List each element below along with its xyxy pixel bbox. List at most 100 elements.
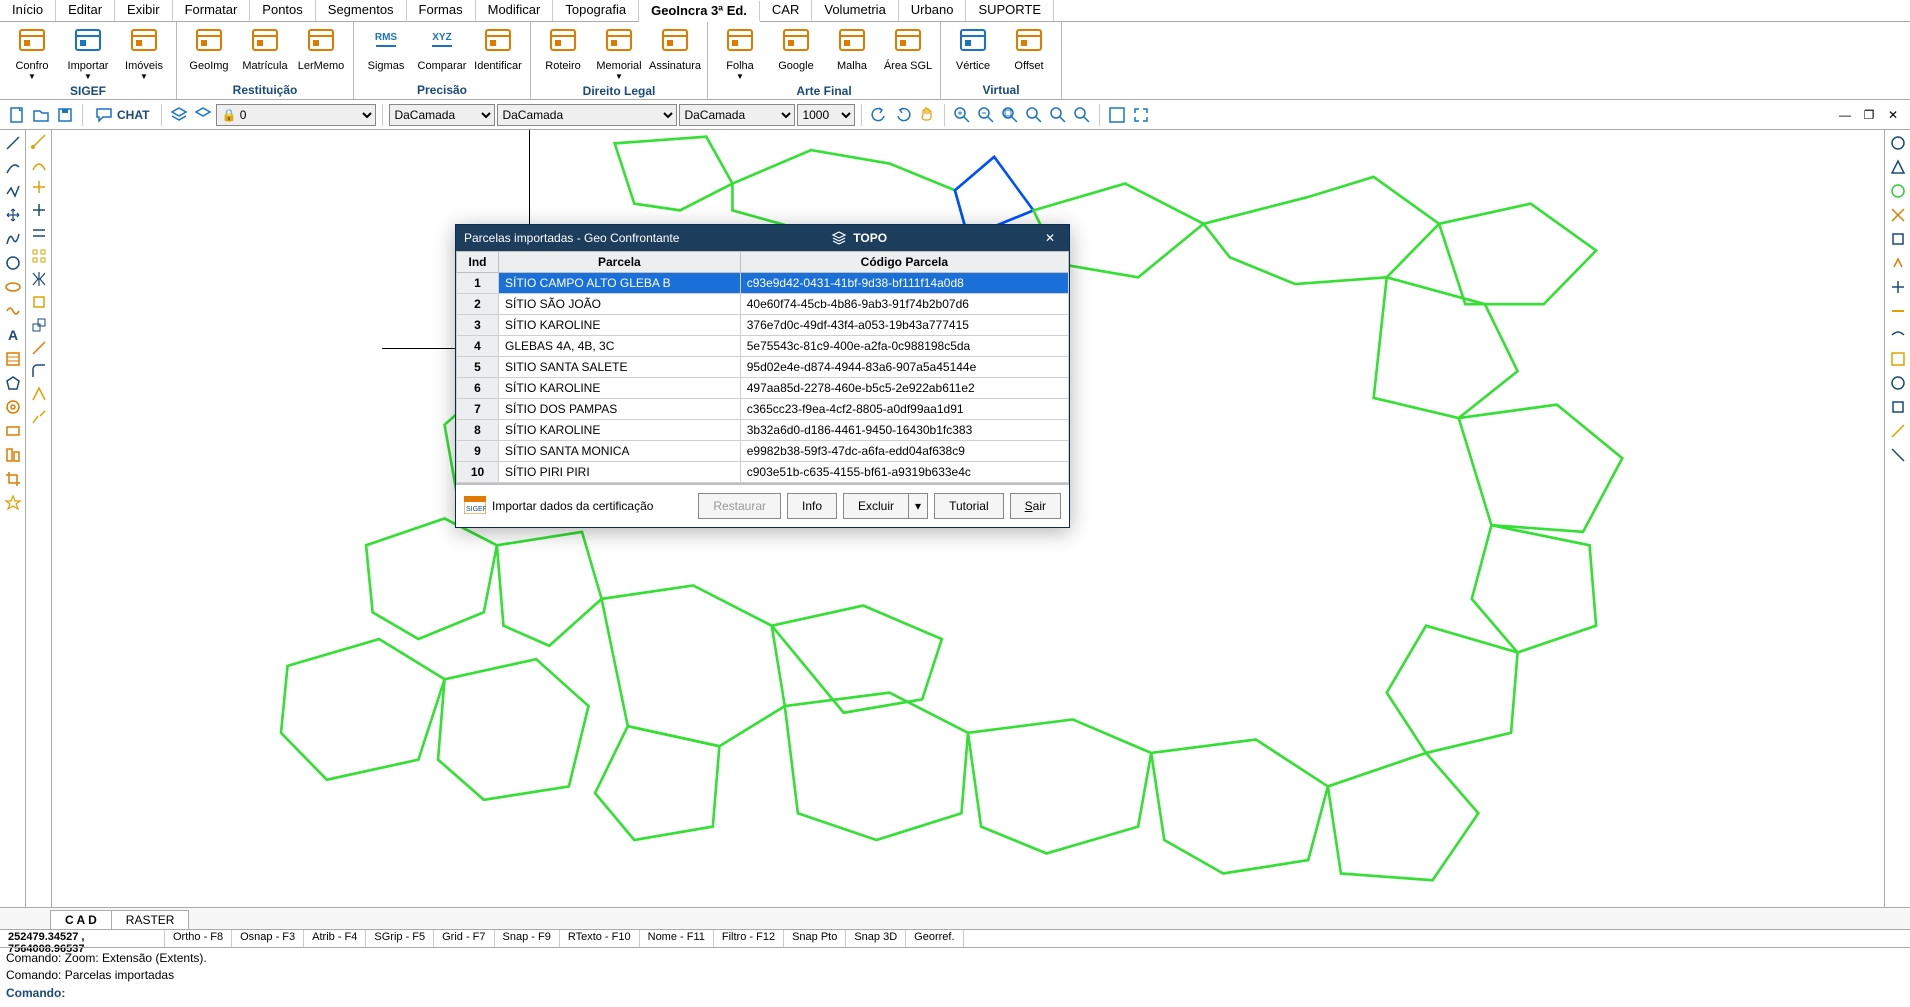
tool-r14-icon[interactable] — [1887, 444, 1909, 466]
dialog-titlebar[interactable]: Parcelas importadas - Geo Confrontante T… — [456, 225, 1069, 251]
new-icon[interactable] — [6, 104, 28, 126]
view-tab-cad[interactable]: C A D — [50, 910, 112, 929]
ribbon-im-veis-button[interactable]: Imóveis▼ — [116, 24, 172, 81]
menu-tab-suporte[interactable]: SUPORTE — [966, 0, 1054, 21]
menu-tab-segmentos[interactable]: Segmentos — [316, 0, 407, 21]
info-button[interactable]: Info — [787, 493, 837, 519]
tool-r1-icon[interactable] — [1887, 132, 1909, 154]
layer-select[interactable]: 🔒 0 — [216, 104, 376, 126]
tutorial-button[interactable]: Tutorial — [934, 493, 1004, 519]
ribbon-identificar-button[interactable]: Identificar — [470, 24, 526, 80]
zoom-out-icon[interactable] — [975, 104, 997, 126]
tool-r11-icon[interactable] — [1887, 372, 1909, 394]
table-row[interactable]: 3SÍTIO KAROLINE376e7d0c-49df-43f4-a053-1… — [457, 315, 1069, 336]
table-row[interactable]: 9SÍTIO SANTA MONICAe9982b38-59f3-47dc-a6… — [457, 441, 1069, 462]
fillet-icon[interactable] — [30, 362, 48, 383]
menu-tab-car[interactable]: CAR — [760, 0, 812, 21]
ribbon-confro-button[interactable]: Confro▼ — [4, 24, 60, 81]
align-icon[interactable] — [2, 444, 24, 466]
ribbon-roteiro-button[interactable]: Roteiro — [535, 24, 591, 81]
menu-tab-formatar[interactable]: Formatar — [173, 0, 251, 21]
menu-tab-geoincra-3-ed-[interactable]: GeoIncra 3ª Ed. — [639, 1, 760, 22]
table-row[interactable]: 4GLEBAS 4A, 4B, 3C5e75543c-81c9-400e-a2f… — [457, 336, 1069, 357]
status-atrib-f4[interactable]: Atrib - F4 — [304, 930, 366, 947]
scale-select[interactable]: 1000 — [797, 104, 855, 126]
extend-icon[interactable] — [30, 201, 48, 222]
polygon-icon[interactable] — [2, 372, 24, 394]
tool-r10-icon[interactable] — [1887, 348, 1909, 370]
tool-r8-icon[interactable] — [1887, 300, 1909, 322]
zoom-extents-icon[interactable] — [1023, 104, 1045, 126]
table-row[interactable]: 8SÍTIO KAROLINE3b32a6d0-d186-4461-9450-1… — [457, 420, 1069, 441]
table-row[interactable]: 5SITIO SANTA SALETE95d02e4e-d874-4944-83… — [457, 357, 1069, 378]
close-icon[interactable]: ✕ — [1882, 104, 1904, 126]
layers-icon[interactable] — [168, 104, 190, 126]
curve-icon[interactable] — [2, 228, 24, 250]
regen-icon[interactable] — [1106, 104, 1128, 126]
ellipse-icon[interactable] — [2, 276, 24, 298]
redo-icon[interactable] — [892, 104, 914, 126]
rectangle-icon[interactable] — [2, 420, 24, 442]
spline-icon[interactable] — [2, 300, 24, 322]
tool-r3-icon[interactable] — [1887, 180, 1909, 202]
status-snap-pto[interactable]: Snap Pto — [784, 930, 846, 947]
status-sgrip-f5[interactable]: SGrip - F5 — [366, 930, 434, 947]
command-area[interactable]: Comando: Zoom: Extensão (Extents). Coman… — [0, 947, 1910, 1007]
menu-tab-modificar[interactable]: Modificar — [476, 0, 554, 21]
color-select[interactable]: DaCamada — [389, 104, 495, 126]
polyline-icon[interactable] — [2, 180, 24, 202]
break-icon[interactable] — [30, 408, 48, 429]
status-filtro-f12[interactable]: Filtro - F12 — [714, 930, 784, 947]
sair-button[interactable]: Sair — [1010, 493, 1061, 519]
ribbon-v-rtice-button[interactable]: Vértice — [945, 24, 1001, 80]
ribbon--rea-sgl-button[interactable]: Área SGL — [880, 24, 936, 81]
offset-icon[interactable] — [30, 224, 48, 245]
menu-tab-pontos[interactable]: Pontos — [250, 0, 315, 21]
tool-r12-icon[interactable] — [1887, 396, 1909, 418]
tool-r13-icon[interactable] — [1887, 420, 1909, 442]
tool-r6-icon[interactable] — [1887, 252, 1909, 274]
ribbon-folha-button[interactable]: Folha▼ — [712, 24, 768, 81]
col-parcela[interactable]: Parcela — [499, 252, 741, 273]
ribbon-geoimg-button[interactable]: GeoImg — [181, 24, 237, 80]
view-tab-raster[interactable]: RASTER — [111, 910, 190, 929]
xline-icon[interactable] — [30, 155, 48, 176]
star-icon[interactable] — [2, 492, 24, 514]
array-icon[interactable] — [30, 247, 48, 268]
tool-r2-icon[interactable] — [1887, 156, 1909, 178]
status-snap-3d[interactable]: Snap 3D — [846, 930, 906, 947]
ribbon-google-button[interactable]: Google — [768, 24, 824, 81]
table-row[interactable]: 7SÍTIO DOS PAMPASc365cc23-f9ea-4cf2-8805… — [457, 399, 1069, 420]
scale-icon[interactable] — [30, 316, 48, 337]
table-row[interactable]: 10SÍTIO PIRI PIRIc903e51b-c635-4155-bf61… — [457, 462, 1069, 483]
fullscreen-icon[interactable] — [1130, 104, 1152, 126]
ribbon-sigmas-button[interactable]: RMSSigmas — [358, 24, 414, 80]
ribbon-assinatura-button[interactable]: Assinatura — [647, 24, 703, 81]
dialog-close-icon[interactable]: ✕ — [1039, 231, 1061, 245]
ribbon-comparar-button[interactable]: XYZComparar — [414, 24, 470, 80]
menu-tab-urbano[interactable]: Urbano — [899, 0, 967, 21]
circle-icon[interactable] — [2, 252, 24, 274]
pan-icon[interactable] — [916, 104, 938, 126]
donut-icon[interactable] — [2, 396, 24, 418]
parcelas-table[interactable]: IndParcelaCódigo Parcela 1SÍTIO CAMPO AL… — [456, 251, 1069, 483]
text-icon[interactable]: A — [2, 324, 24, 346]
table-row[interactable]: 2SÍTIO SÃO JOÃO40e60f74-45cb-4b86-9ab3-9… — [457, 294, 1069, 315]
zoom-previous-icon[interactable] — [1047, 104, 1069, 126]
zoom-realtime-icon[interactable] — [1071, 104, 1093, 126]
open-icon[interactable] — [30, 104, 52, 126]
ribbon-memorial-button[interactable]: Memorial▼ — [591, 24, 647, 81]
rotate-icon[interactable] — [30, 293, 48, 314]
status-georref-[interactable]: Georref. — [906, 930, 963, 947]
zoom-window-icon[interactable] — [999, 104, 1021, 126]
lineweight-select[interactable]: DaCamada — [679, 104, 795, 126]
menu-tab-exibir[interactable]: Exibir — [115, 0, 173, 21]
ribbon-matr-cula-button[interactable]: Matrícula — [237, 24, 293, 80]
trim-icon[interactable] — [30, 178, 48, 199]
ribbon-importar-button[interactable]: Importar▼ — [60, 24, 116, 81]
save-icon[interactable] — [54, 104, 76, 126]
restore-icon[interactable]: ❐ — [1858, 104, 1880, 126]
col-ind[interactable]: Ind — [457, 252, 499, 273]
excluir-dropdown[interactable]: ▾ — [909, 493, 928, 519]
layer-states-icon[interactable] — [192, 104, 214, 126]
